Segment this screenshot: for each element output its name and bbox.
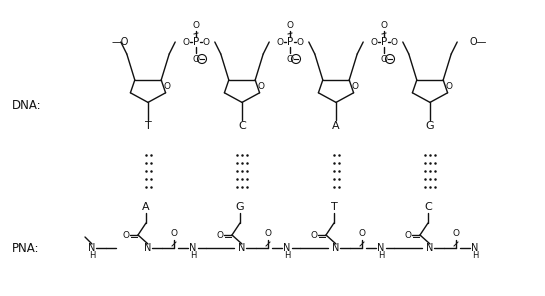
Text: O: O — [391, 38, 397, 46]
Text: N: N — [377, 243, 385, 253]
Text: DNA:: DNA: — [12, 99, 41, 112]
Text: O: O — [287, 20, 294, 30]
Text: P: P — [381, 37, 387, 47]
Text: O: O — [311, 231, 318, 239]
Text: A: A — [332, 121, 340, 131]
Text: O: O — [352, 82, 359, 91]
Text: O: O — [446, 82, 453, 91]
Text: PNA:: PNA: — [12, 242, 39, 255]
Text: O: O — [203, 38, 209, 46]
Text: G: G — [235, 202, 244, 212]
Text: N: N — [332, 243, 340, 253]
Text: N: N — [189, 243, 197, 253]
Text: O: O — [183, 38, 190, 46]
Text: O: O — [404, 231, 411, 239]
Text: P: P — [193, 37, 199, 47]
Text: O: O — [380, 54, 387, 64]
Text: O: O — [452, 229, 459, 239]
Text: O: O — [287, 54, 294, 64]
Text: N: N — [144, 243, 152, 253]
Text: O: O — [192, 54, 199, 64]
Text: O: O — [359, 229, 366, 239]
Text: O: O — [164, 82, 171, 91]
Text: O: O — [123, 231, 130, 239]
Text: H: H — [378, 250, 384, 260]
Text: O: O — [296, 38, 304, 46]
Text: N: N — [471, 243, 479, 253]
Text: O: O — [264, 229, 271, 239]
Text: O: O — [276, 38, 283, 46]
Text: H: H — [89, 250, 95, 260]
Text: A: A — [142, 202, 150, 212]
Text: O: O — [171, 229, 178, 239]
Text: N: N — [88, 243, 96, 253]
Text: O—: O— — [470, 37, 487, 47]
Text: H: H — [472, 250, 478, 260]
Text: O: O — [216, 231, 223, 239]
Text: T: T — [144, 121, 152, 131]
Text: H: H — [284, 250, 290, 260]
Text: O: O — [192, 20, 199, 30]
Text: N: N — [426, 243, 434, 253]
Text: N: N — [283, 243, 290, 253]
Text: N: N — [238, 243, 246, 253]
Text: H: H — [190, 250, 196, 260]
Text: C: C — [424, 202, 432, 212]
Text: O: O — [380, 20, 387, 30]
Text: —O: —O — [112, 37, 129, 47]
Text: G: G — [426, 121, 434, 131]
Text: T: T — [331, 202, 337, 212]
Text: C: C — [238, 121, 246, 131]
Text: O: O — [258, 82, 265, 91]
Text: P: P — [287, 37, 293, 47]
Text: O: O — [371, 38, 378, 46]
